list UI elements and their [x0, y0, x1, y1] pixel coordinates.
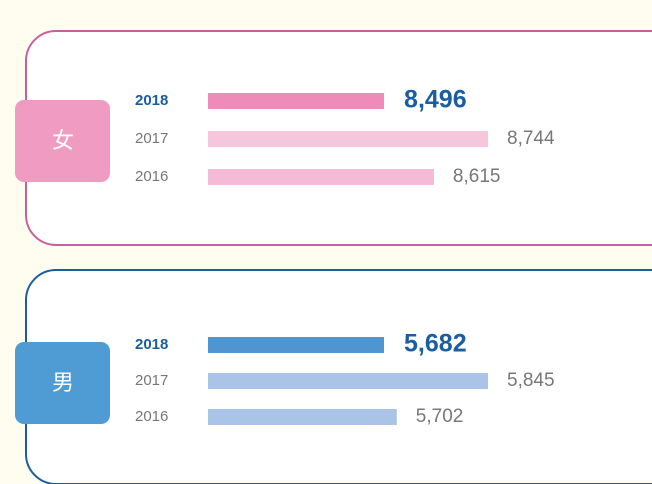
- label-box: [15, 100, 110, 182]
- value-label: 8,615: [453, 166, 501, 187]
- year-label: 2017: [135, 130, 168, 147]
- panel-title: 女: [52, 128, 74, 153]
- bar: [208, 93, 385, 109]
- year-label: 2017: [135, 372, 168, 389]
- value-label: 5,702: [416, 406, 464, 427]
- value-label: 5,682: [404, 330, 467, 358]
- bar: [208, 373, 488, 389]
- year-label: 2016: [135, 168, 168, 185]
- year-label: 2018: [135, 92, 168, 109]
- value-label: 8,744: [507, 128, 555, 149]
- bar: [208, 337, 385, 353]
- bar: [208, 131, 488, 147]
- value-label: 5,845: [507, 370, 555, 391]
- panel-title: 男: [52, 370, 74, 395]
- value-label: 8,496: [404, 86, 467, 114]
- year-label: 2018: [135, 336, 168, 353]
- bar: [208, 409, 397, 425]
- year-label: 2016: [135, 408, 168, 425]
- label-box: [15, 342, 110, 424]
- bar: [208, 169, 434, 185]
